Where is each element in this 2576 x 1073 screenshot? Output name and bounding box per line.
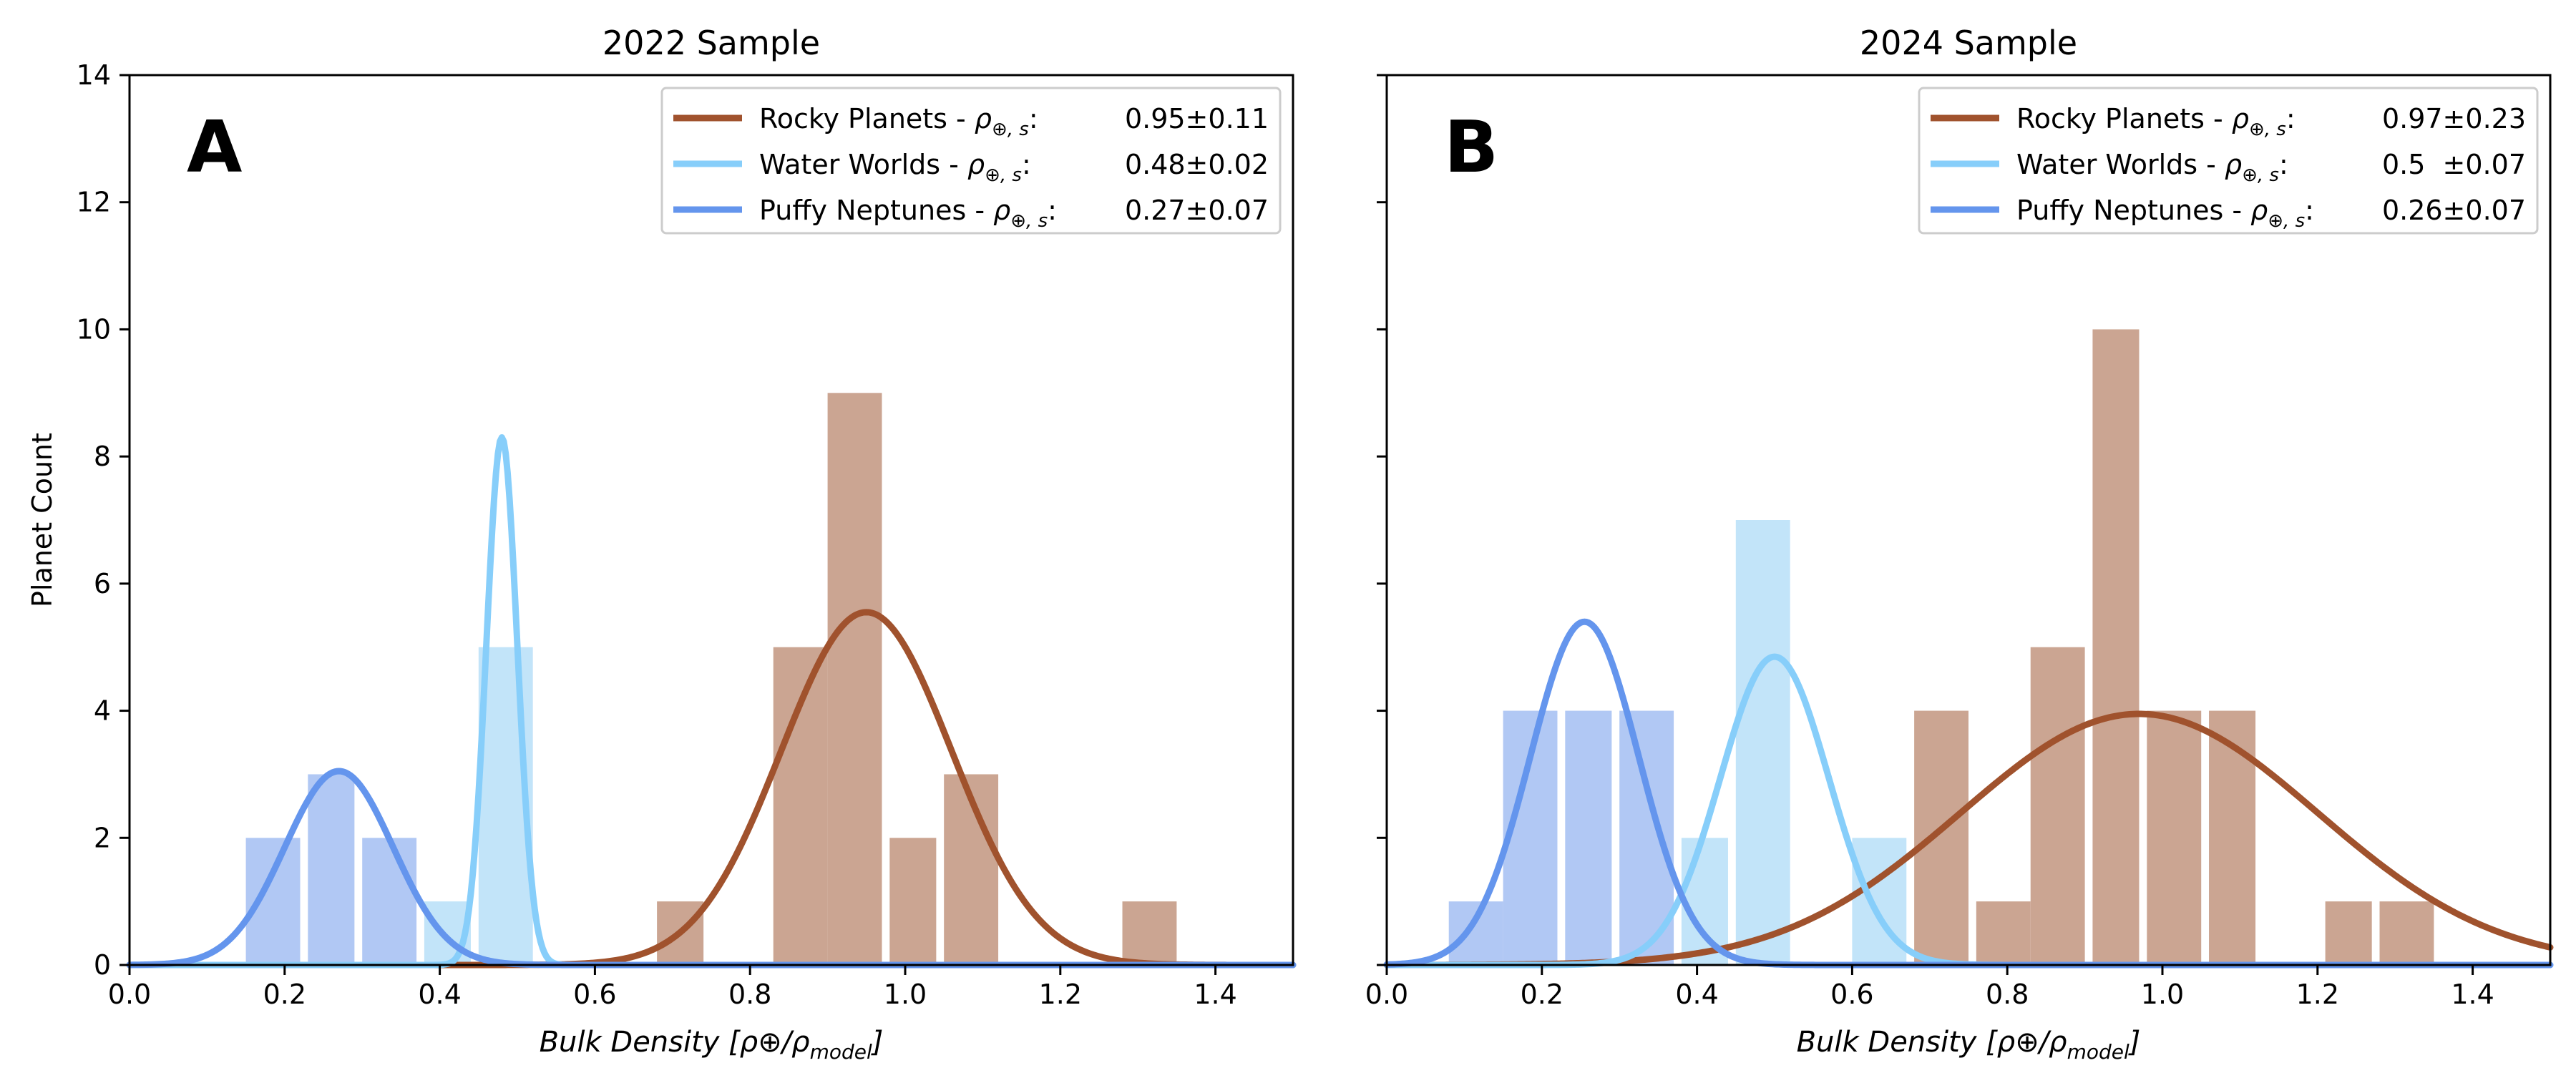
y-tick-label: 6 <box>94 568 111 599</box>
x-tick-label: 0.4 <box>1675 979 1718 1010</box>
bar-puffy <box>245 838 301 965</box>
legend-value-rocky: 0.97±0.23 <box>2382 103 2526 134</box>
x-tick-label: 1.2 <box>2296 979 2339 1010</box>
chart-title: 2024 Sample <box>1860 24 2077 62</box>
bar-rocky <box>2092 329 2140 965</box>
panel-label: B <box>1444 105 1498 189</box>
x-axis-label: Bulk Density [ρ⊕/ρmodel] <box>540 1026 884 1064</box>
legend-value-puffy: 0.27±0.07 <box>1125 195 1269 226</box>
x-tick-label: 0.0 <box>1365 979 1408 1010</box>
chart-title: 2022 Sample <box>602 24 820 62</box>
bar-water <box>1681 838 1728 965</box>
bar-puffy <box>308 774 355 965</box>
bar-rocky <box>2325 901 2372 965</box>
x-tick-label: 1.4 <box>2451 979 2494 1010</box>
legend-label-puffy: Puffy Neptunes - ρ⊕, s: <box>2016 195 2314 232</box>
bar-puffy <box>1565 710 1612 965</box>
legend-label-rocky: Rocky Planets - ρ⊕, s: <box>759 103 1038 140</box>
legend-value-water: 0.48±0.02 <box>1125 149 1269 180</box>
legend-label-puffy: Puffy Neptunes - ρ⊕, s: <box>759 195 1057 232</box>
x-tick-label: 1.0 <box>2141 979 2184 1010</box>
bar-rocky <box>2379 901 2434 965</box>
bar-rocky <box>827 393 882 965</box>
bar-rocky <box>1976 901 2031 965</box>
y-tick-label: 0 <box>94 949 111 981</box>
x-tick-label: 0.6 <box>1830 979 1873 1010</box>
fit-curve-rocky <box>126 609 1297 969</box>
y-tick-label: 4 <box>94 695 111 727</box>
y-tick-label: 14 <box>77 59 111 91</box>
y-tick-label: 2 <box>94 822 111 853</box>
x-tick-label: 1.2 <box>1039 979 1082 1010</box>
x-tick-label: 0.6 <box>573 979 616 1010</box>
legend-value-puffy: 0.26±0.07 <box>2382 195 2526 226</box>
y-axis-label: Planet Count <box>26 433 58 607</box>
bar-rocky <box>2030 647 2085 965</box>
legend-box <box>660 87 1282 235</box>
legend-label-rocky: Rocky Planets - ρ⊕, s: <box>2016 103 2296 140</box>
legend: Rocky Planets - ρ⊕, s: 0.95±0.11 Water Wor… <box>660 87 1282 235</box>
x-tick-label: 0.2 <box>1521 979 1563 1010</box>
y-tick-label: 12 <box>77 187 111 218</box>
legend-label-water: Water Worlds - ρ⊕, s: <box>2016 149 2288 186</box>
bar-water <box>1735 520 1790 965</box>
bar-rocky <box>1122 901 1177 965</box>
panel-label: A <box>187 105 242 189</box>
fit-curve-water <box>126 433 1297 969</box>
plot-frame <box>1385 74 2552 966</box>
x-tick-label: 0.8 <box>1986 979 2029 1010</box>
x-tick-label: 0.2 <box>263 979 306 1010</box>
y-tick-label: 10 <box>77 313 111 345</box>
x-tick-label: 1.0 <box>884 979 927 1010</box>
y-tick-label: 8 <box>94 441 111 472</box>
panel-a: 0.0 0.2 0.4 0.6 0.8 1.0 1.2 1.4 0 2 4 6 8 10 12 14 2022 … <box>77 24 1297 1064</box>
x-tick-label: 0.8 <box>728 979 771 1010</box>
bar-puffy <box>1448 901 1503 965</box>
plot-frame <box>128 74 1294 966</box>
fit-curve-puffy <box>126 768 1297 969</box>
bar-puffy <box>362 838 417 965</box>
bar-rocky <box>773 647 828 965</box>
panel-b: 0.0 0.2 0.4 0.6 0.8 1.0 1.2 1.4 2024 Sample B Bulk… <box>1365 24 2554 1064</box>
bar-rocky <box>1914 710 1968 965</box>
bar-rocky <box>889 838 937 965</box>
legend-value-rocky: 0.95±0.11 <box>1125 103 1269 134</box>
x-axis-label: Bulk Density [ρ⊕/ρmodel] <box>1797 1026 2141 1064</box>
legend: Rocky Planets - ρ⊕, s: 0.97±0.23 Water Wor… <box>1918 87 2539 235</box>
legend-label-water: Water Worlds - ρ⊕, s: <box>759 149 1031 186</box>
legend-value-water: 0.5 ±0.07 <box>2382 149 2526 180</box>
x-tick-label: 1.4 <box>1194 979 1236 1010</box>
legend-box <box>1918 87 2539 235</box>
bar-rocky <box>2147 710 2202 965</box>
x-tick-label: 0.0 <box>108 979 151 1010</box>
x-tick-label: 0.4 <box>418 979 461 1010</box>
